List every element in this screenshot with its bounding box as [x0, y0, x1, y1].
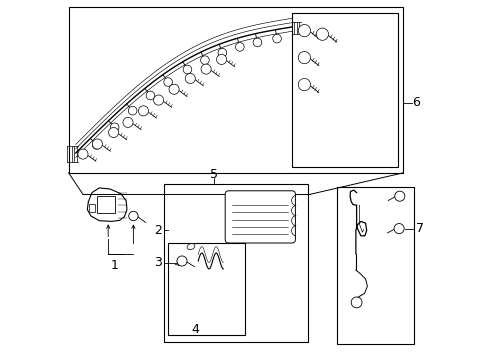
Text: 6: 6 [413, 96, 420, 109]
Circle shape [139, 106, 148, 116]
Circle shape [177, 256, 187, 266]
Circle shape [92, 140, 101, 149]
Circle shape [201, 64, 211, 74]
FancyBboxPatch shape [225, 191, 295, 243]
Circle shape [146, 91, 155, 100]
Circle shape [129, 211, 138, 221]
Circle shape [298, 78, 311, 91]
Bar [164, 184, 308, 342]
Circle shape [298, 24, 311, 37]
Circle shape [183, 65, 192, 74]
Text: H: H [103, 202, 109, 207]
Circle shape [78, 149, 88, 159]
Circle shape [236, 42, 244, 51]
Circle shape [217, 54, 227, 64]
Bar [292, 13, 398, 167]
Text: 5: 5 [210, 168, 219, 181]
Circle shape [351, 297, 362, 308]
Bar [98, 196, 115, 213]
Circle shape [110, 123, 119, 132]
Ellipse shape [187, 244, 195, 249]
Circle shape [218, 48, 227, 57]
Text: 1: 1 [111, 259, 119, 272]
Bar [337, 187, 414, 344]
Text: 7: 7 [416, 222, 424, 235]
Circle shape [169, 84, 179, 94]
Bar [69, 7, 403, 173]
Circle shape [123, 117, 133, 127]
Circle shape [185, 73, 196, 84]
Circle shape [316, 28, 328, 40]
Bar [168, 243, 245, 335]
Circle shape [164, 78, 172, 86]
Text: 2: 2 [154, 224, 162, 237]
Circle shape [298, 51, 311, 64]
Circle shape [253, 38, 262, 47]
Text: 3: 3 [154, 256, 162, 269]
Text: 4: 4 [192, 323, 199, 336]
Circle shape [153, 95, 164, 105]
Bar [89, 204, 95, 212]
Circle shape [92, 139, 102, 149]
Circle shape [273, 34, 281, 43]
Circle shape [109, 127, 119, 138]
Circle shape [128, 106, 137, 115]
Circle shape [395, 191, 405, 201]
Circle shape [200, 56, 209, 64]
Circle shape [394, 224, 404, 234]
